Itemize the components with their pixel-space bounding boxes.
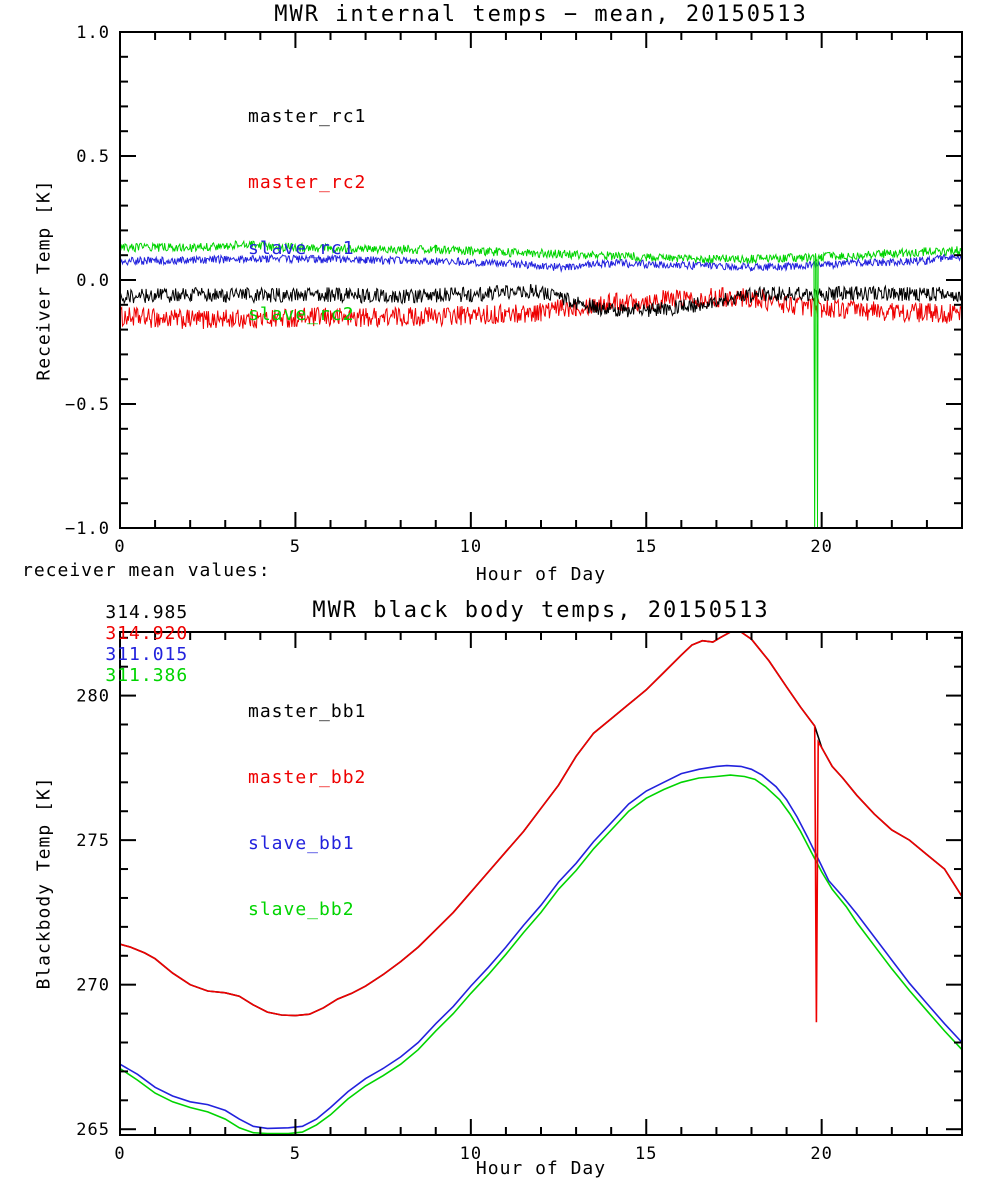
y-tick-label: 0.0 [76,271,110,291]
bottom-chart-y-axis-label: Blackbody Temp [K] [33,776,55,990]
x-tick-label: 15 [635,1144,657,1164]
series-master_rc1 [119,284,963,318]
legend-item-master-bb1: master_bb1 [248,701,367,722]
receiver-mean-values: 314.985 314.920 311.015 311.386 [58,581,207,707]
series-slave_bb2 [119,774,963,1135]
x-tick-label: 20 [810,1144,832,1164]
series-slave_rc1 [119,252,963,273]
x-tick-label: 10 [460,1144,482,1164]
top-chart-y-axis-label: Receiver Temp [K] [33,179,55,381]
plot-frame [119,31,963,529]
plot-frame [119,631,963,1136]
series-master_bb2 [119,631,963,1023]
legend-item-master-bb2: master_bb2 [248,767,367,788]
receiver-mean-values-label: receiver mean values: [22,560,271,581]
mean-value-master-rc1: 314.985 [105,602,189,623]
mean-value-slave-rc1: 311.015 [105,644,189,665]
legend-item-slave-rc2: slave_rc2 [248,304,355,325]
bottom-chart-legend: master_bb1 master_bb2 slave_bb1 slave_bb… [248,657,366,965]
y-tick-label: 265 [76,1120,110,1140]
y-tick-label: 275 [76,831,110,851]
series-slave_bb1 [119,764,963,1130]
mean-value-slave-rc2: 311.386 [105,665,189,686]
series-master_bb1 [119,631,963,1017]
bottom-chart-title: MWR black body temps, 20150513 [312,598,770,623]
series-slave_rc2 [119,239,963,528]
x-tick-label: 5 [290,1144,301,1164]
y-tick-label: −0.5 [65,395,110,415]
legend-item-slave-rc1: slave_rc1 [248,238,355,259]
x-tick-label: 0 [114,537,125,557]
top-chart: 0 5 10 15 20 −1.0 −0.5 0.0 0.5 1.0 [65,23,963,557]
y-tick-label: 0.5 [76,147,110,167]
legend-item-slave-bb1: slave_bb1 [248,833,355,854]
x-tick-label: 10 [460,537,482,557]
bottom-chart-x-axis-label: Hour of Day [475,1158,607,1179]
x-tick-label: 0 [114,1144,125,1164]
top-chart-legend: master_rc1 master_rc2 slave_rc1 slave_rc… [248,62,366,370]
series-master_rc2 [119,287,963,330]
legend-item-master-rc2: master_rc2 [248,172,367,193]
y-tick-label: 280 [76,687,110,707]
y-tick-label: 1.0 [76,23,110,43]
top-chart-title: MWR internal temps − mean, 20150513 [274,2,808,27]
x-tick-label: 20 [810,537,832,557]
legend-item-master-rc1: master_rc1 [248,106,367,127]
x-tick-label: 15 [635,537,657,557]
legend-item-slave-bb2: slave_bb2 [248,899,355,920]
y-tick-label: −1.0 [65,519,110,539]
y-tick-label: 270 [76,976,110,996]
mean-value-master-rc2: 314.920 [105,623,189,644]
bottom-chart: 0 5 10 15 20 265 270 275 280 [76,631,963,1164]
top-chart-x-axis-label: Hour of Day [475,564,607,585]
x-tick-label: 5 [290,537,301,557]
